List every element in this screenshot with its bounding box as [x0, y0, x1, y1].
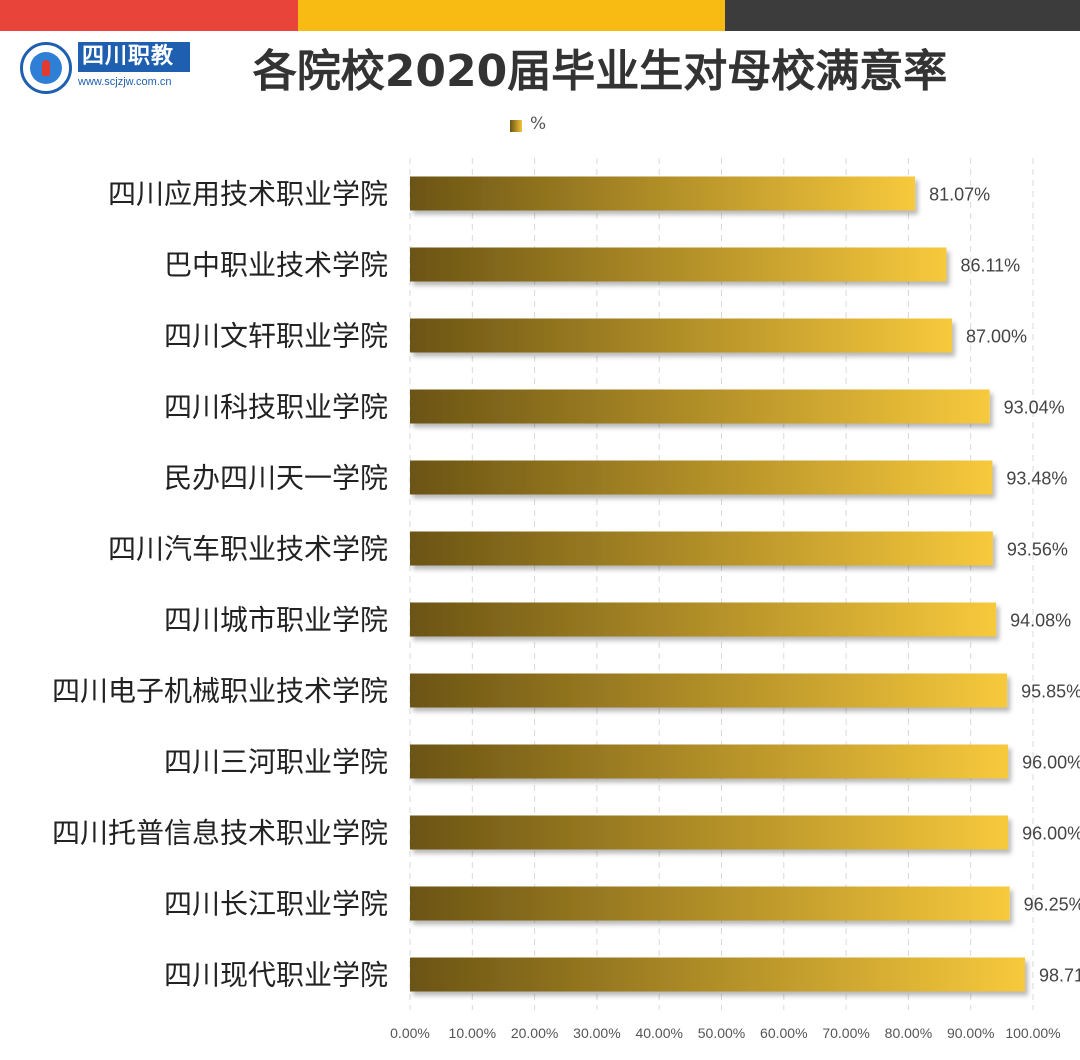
category-label: 四川电子机械职业技术学院: [52, 675, 388, 708]
x-tick-label: 90.00%: [947, 1025, 994, 1041]
value-label: 98.71%: [1039, 966, 1080, 986]
value-label: 96.00%: [1022, 753, 1080, 773]
value-label: 94.08%: [1010, 611, 1071, 631]
bar: [410, 247, 947, 282]
category-label: 民办四川天一学院: [164, 462, 388, 495]
value-label: 96.00%: [1022, 824, 1080, 844]
top-strip-red: [0, 0, 298, 31]
value-label: 87.00%: [966, 327, 1027, 347]
value-label: 93.56%: [1007, 540, 1068, 560]
bar: [410, 886, 1010, 921]
bar: [410, 673, 1008, 708]
bar: [410, 318, 953, 353]
category-label: 四川应用技术职业学院: [108, 178, 388, 211]
bar: [410, 460, 993, 495]
bar: [410, 957, 1025, 992]
logo-emblem-icon: [20, 42, 72, 94]
category-label: 巴中职业技术学院: [164, 249, 388, 282]
logo-name: 四川职教网: [78, 42, 190, 99]
top-strip-dark: [725, 0, 1080, 31]
bar: [410, 602, 997, 637]
x-tick-label: 40.00%: [635, 1025, 682, 1041]
value-label: 96.25%: [1024, 895, 1080, 915]
category-label: 四川三河职业学院: [164, 746, 388, 779]
top-strip-yellow: [298, 0, 725, 31]
category-label: 四川文轩职业学院: [164, 320, 388, 353]
category-label: 四川科技职业学院: [164, 391, 388, 424]
x-tick-label: 20.00%: [511, 1025, 558, 1041]
x-tick-label: 70.00%: [822, 1025, 869, 1041]
value-label: 93.48%: [1006, 469, 1067, 489]
x-tick-label: 50.00%: [698, 1025, 745, 1041]
x-tick-label: 0.00%: [390, 1025, 430, 1041]
value-label: 86.11%: [960, 256, 1020, 276]
legend-label: %: [530, 114, 547, 134]
category-label: 四川汽车职业技术学院: [108, 533, 388, 566]
category-label: 四川长江职业学院: [164, 888, 388, 921]
chart-title: 各院校2020届毕业生对母校满意率: [252, 46, 948, 97]
bar: [410, 389, 990, 424]
bar: [410, 815, 1009, 850]
category-label: 四川城市职业学院: [164, 604, 388, 637]
bar: [410, 531, 993, 566]
x-tick-label: 100.00%: [1005, 1025, 1060, 1041]
top-color-strip: [0, 0, 1080, 31]
value-label: 95.85%: [1021, 682, 1080, 702]
value-label: 93.04%: [1004, 398, 1065, 418]
x-tick-label: 80.00%: [885, 1025, 932, 1041]
category-label: 四川现代职业学院: [164, 959, 388, 992]
category-label: 四川托普信息技术职业学院: [52, 817, 388, 850]
legend-swatch: [510, 120, 522, 132]
value-label: 81.07%: [929, 185, 990, 205]
x-tick-label: 30.00%: [573, 1025, 620, 1041]
bar: [410, 744, 1009, 779]
x-tick-label: 60.00%: [760, 1025, 807, 1041]
x-tick-label: 10.00%: [449, 1025, 496, 1041]
logo-url: www.scjzjw.com.cn: [78, 76, 172, 88]
bar: [410, 176, 916, 211]
site-logo: 四川职教网 www.scjzjw.com.cn: [20, 40, 190, 99]
